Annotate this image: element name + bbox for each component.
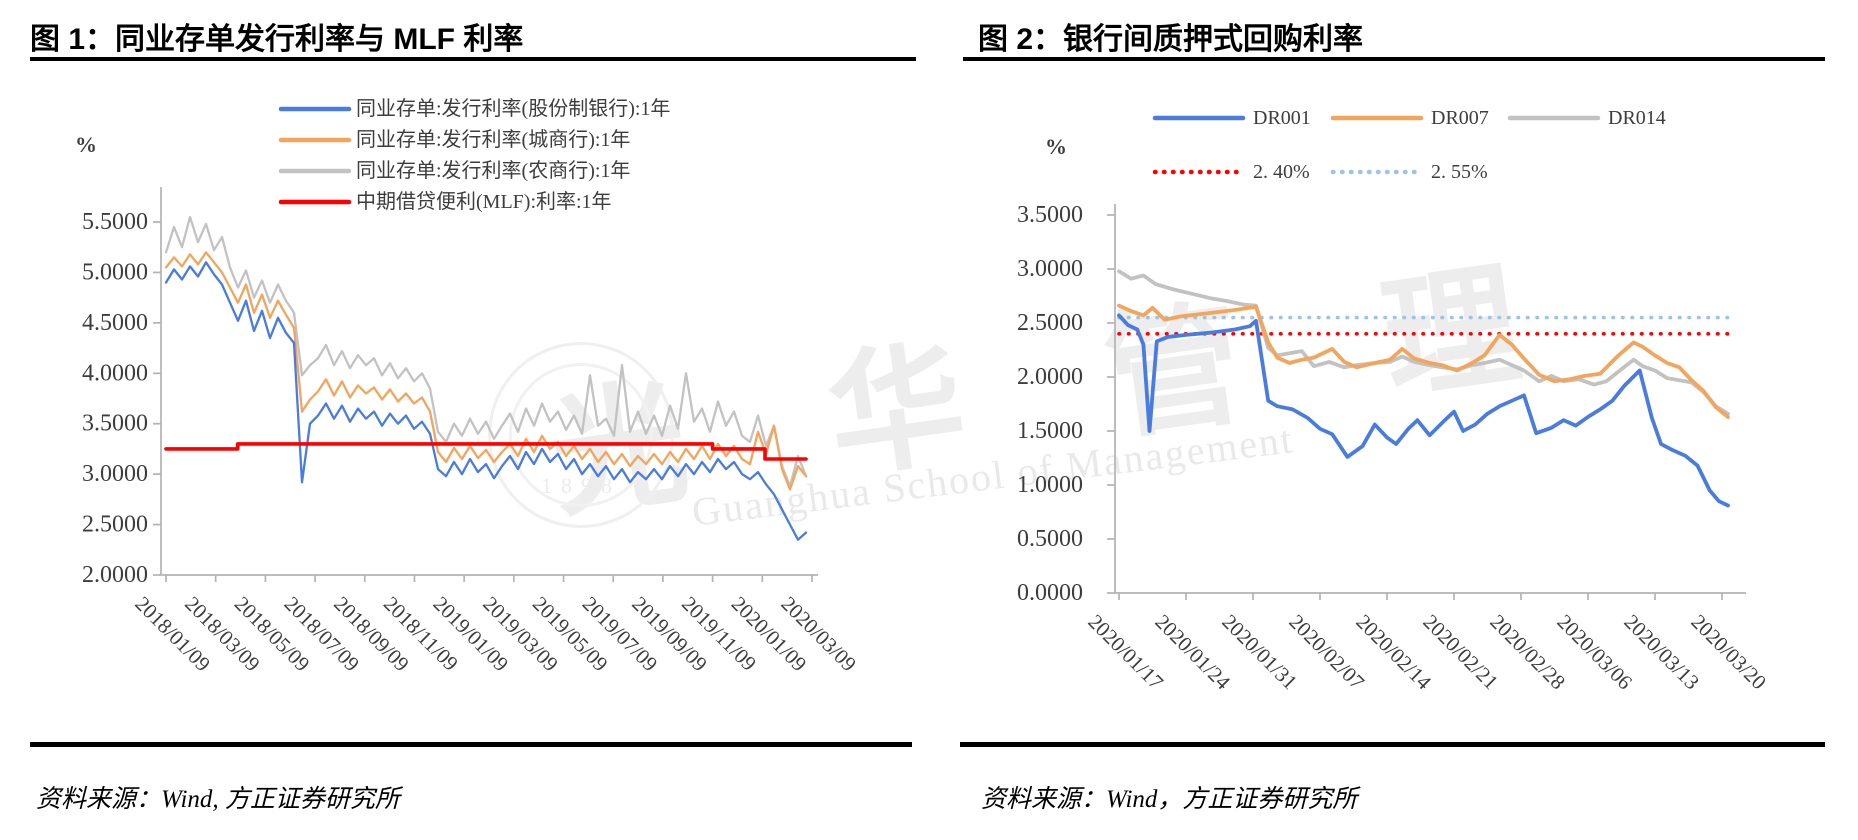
y-tick-label: 3.0000 <box>82 461 148 487</box>
legend-label: DR014 <box>1608 107 1666 129</box>
y-tick-label: 3.5000 <box>82 411 148 437</box>
y-tick-label: 5.0000 <box>82 259 148 285</box>
legend-label: DR007 <box>1431 107 1489 129</box>
legend-label: 同业存单:发行利率(农商行):1年 <box>356 159 630 182</box>
figure1-source: 资料来源：Wind, 方正证券研究所 <box>36 786 400 813</box>
series-line <box>164 215 808 488</box>
series-line <box>1117 303 1730 419</box>
legend-label: 同业存单:发行利率(股份制银行):1年 <box>356 97 670 120</box>
y-tick-label: 2.5000 <box>1017 310 1083 336</box>
figure1-bottom-rule <box>30 742 912 747</box>
y-tick-label: 2.0000 <box>82 562 148 588</box>
figure2-bottom-rule <box>960 742 1825 747</box>
figure2-title-rule <box>963 57 1825 61</box>
y-axis-unit-label: % <box>1045 134 1067 159</box>
watermark-seal-icon: 1898 <box>488 342 674 528</box>
y-tick-label: 5.5000 <box>82 209 148 235</box>
y-tick-label: 3.0000 <box>1017 256 1083 282</box>
figure1-title: 图 1：同业存单发行利率与 MLF 利率 <box>30 23 524 56</box>
series-line <box>164 261 808 541</box>
y-tick-label: 4.0000 <box>82 360 148 386</box>
figure2-title: 图 2：银行间质押式回购利率 <box>978 23 1364 56</box>
series-line <box>164 442 808 461</box>
legend-label: 同业存单:发行利率(城商行):1年 <box>356 128 630 151</box>
series-line <box>1117 269 1730 416</box>
y-tick-label: 2.5000 <box>82 512 148 538</box>
figure1-title-rule <box>30 57 916 61</box>
watermark-seal-year: 1898 <box>541 473 621 498</box>
legend-label: 2. 40% <box>1253 161 1310 183</box>
legend-label: 2. 55% <box>1431 161 1488 183</box>
watermark-seal-inner-ring <box>509 363 653 507</box>
y-tick-label: 0.0000 <box>1017 580 1083 606</box>
y-tick-label: 4.5000 <box>82 310 148 336</box>
legend-label: 中期借贷便利(MLF):利率:1年 <box>356 190 612 213</box>
y-tick-label: 0.5000 <box>1017 526 1083 552</box>
y-tick-label: 2.0000 <box>1017 364 1083 390</box>
series-line <box>164 251 808 491</box>
y-tick-label: 1.5000 <box>1017 418 1083 444</box>
figure2-source: 资料来源：Wind，方正证券研究所 <box>981 786 1358 813</box>
y-axis-unit-label: % <box>75 132 97 157</box>
series-line <box>1117 313 1730 508</box>
legend-label: DR001 <box>1253 107 1311 129</box>
y-tick-label: 3.5000 <box>1017 202 1083 228</box>
y-tick-label: 1.0000 <box>1017 472 1083 498</box>
